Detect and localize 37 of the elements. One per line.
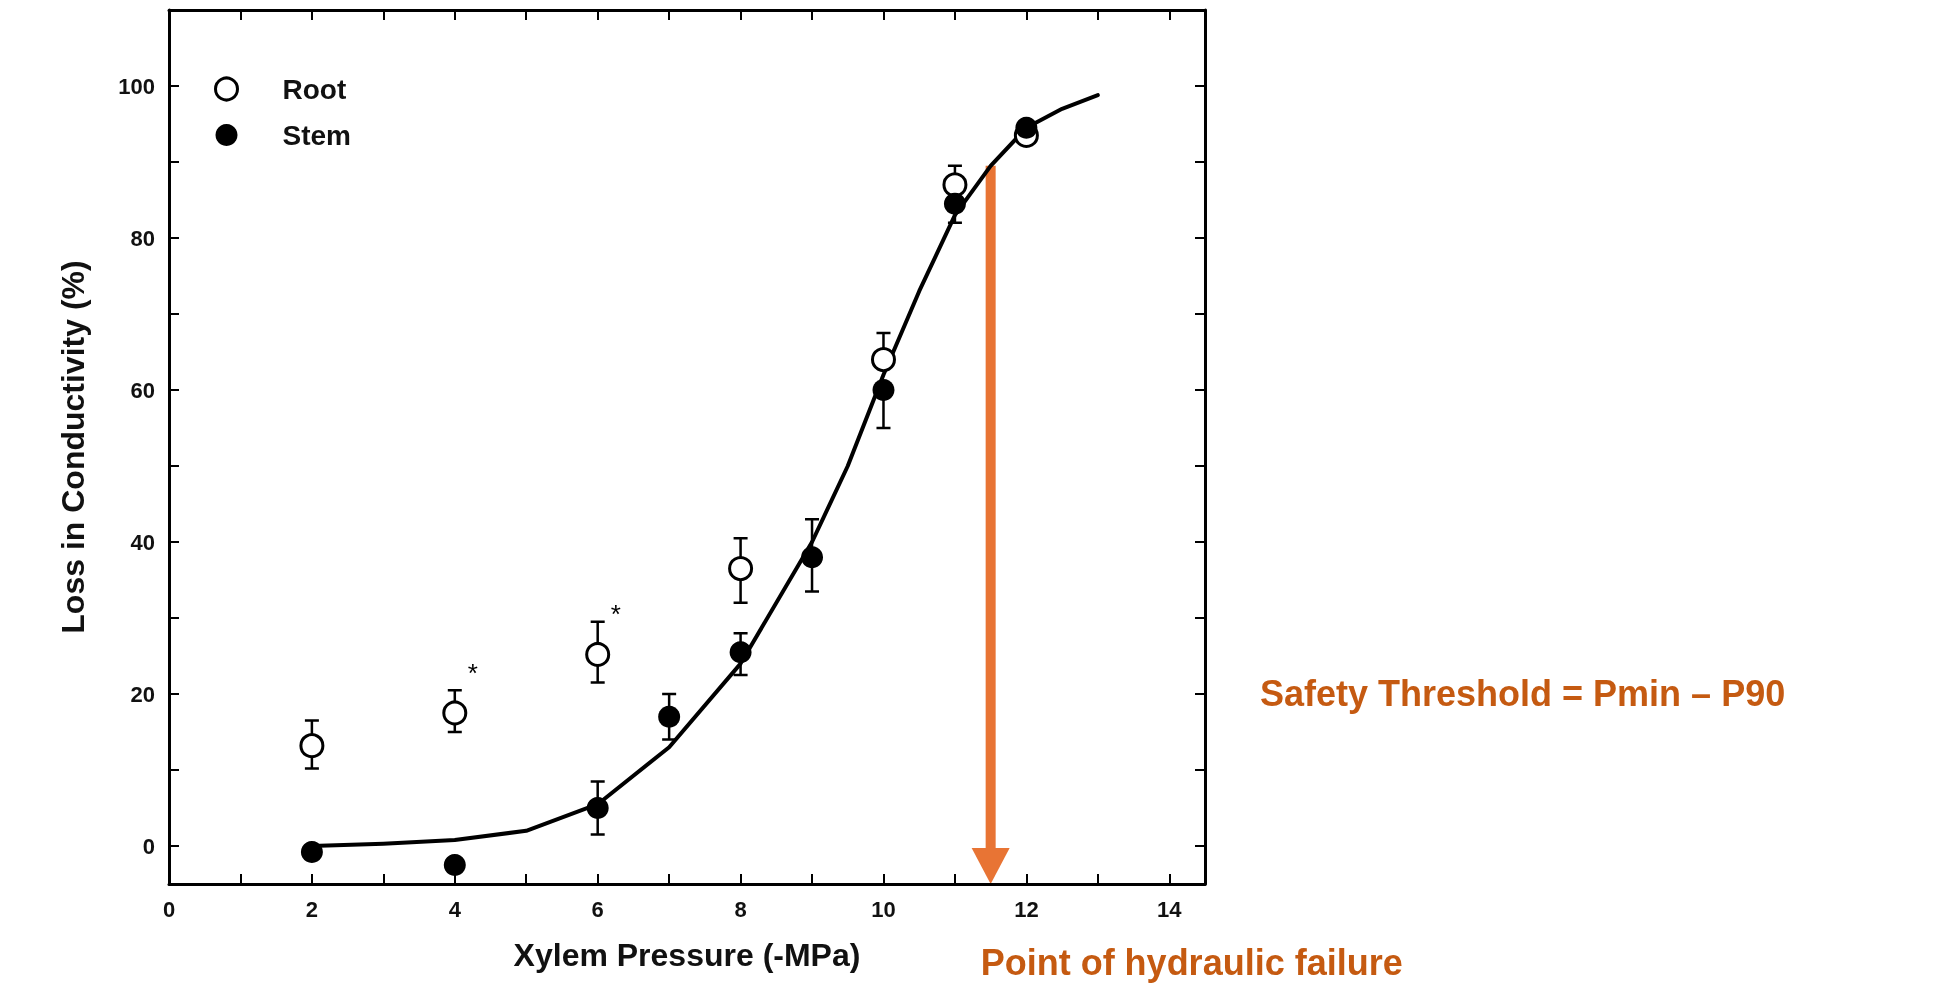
point	[801, 546, 824, 569]
annotation: *	[610, 599, 621, 630]
x-axis-title: Xylem Pressure (-MPa)	[513, 937, 861, 973]
point	[443, 854, 466, 876]
point	[300, 841, 323, 864]
y-tick-label: 0	[142, 833, 155, 859]
point	[943, 192, 966, 215]
point	[586, 797, 609, 819]
x-tick-label: 0	[162, 896, 176, 922]
point	[299, 733, 325, 759]
x-tick-label: 6	[591, 896, 604, 922]
point	[1015, 116, 1038, 139]
y-axis-title: Loss in Conductivity (%)	[55, 260, 91, 634]
y-tick-label: 20	[130, 681, 155, 707]
point	[658, 705, 681, 728]
x-tick-label: 2	[305, 896, 319, 922]
y-tick-label: 60	[130, 377, 155, 403]
legend-label: Root	[282, 73, 347, 105]
y-tick-label: 80	[130, 225, 155, 251]
y-tick-label: 40	[130, 529, 155, 555]
text: Safety Threshold = Pmin – P90	[1260, 672, 1786, 714]
x-tick-label: 8	[734, 896, 747, 922]
point	[442, 700, 468, 726]
annotation: *	[467, 658, 478, 688]
point	[728, 556, 754, 582]
point	[729, 641, 752, 664]
x-tick-label: 14	[1157, 896, 1183, 922]
point	[942, 172, 968, 198]
ref-line-label: Point of hydraulic failure	[980, 941, 1403, 983]
legend-label: Stem	[282, 119, 351, 151]
point	[872, 379, 895, 401]
point	[585, 641, 611, 667]
x-tick-label: 12	[1014, 896, 1039, 922]
x-tick-label: 4	[448, 896, 462, 922]
y-tick-label: 100	[118, 73, 155, 99]
point	[871, 347, 896, 373]
x-tick-label: 10	[871, 896, 896, 922]
